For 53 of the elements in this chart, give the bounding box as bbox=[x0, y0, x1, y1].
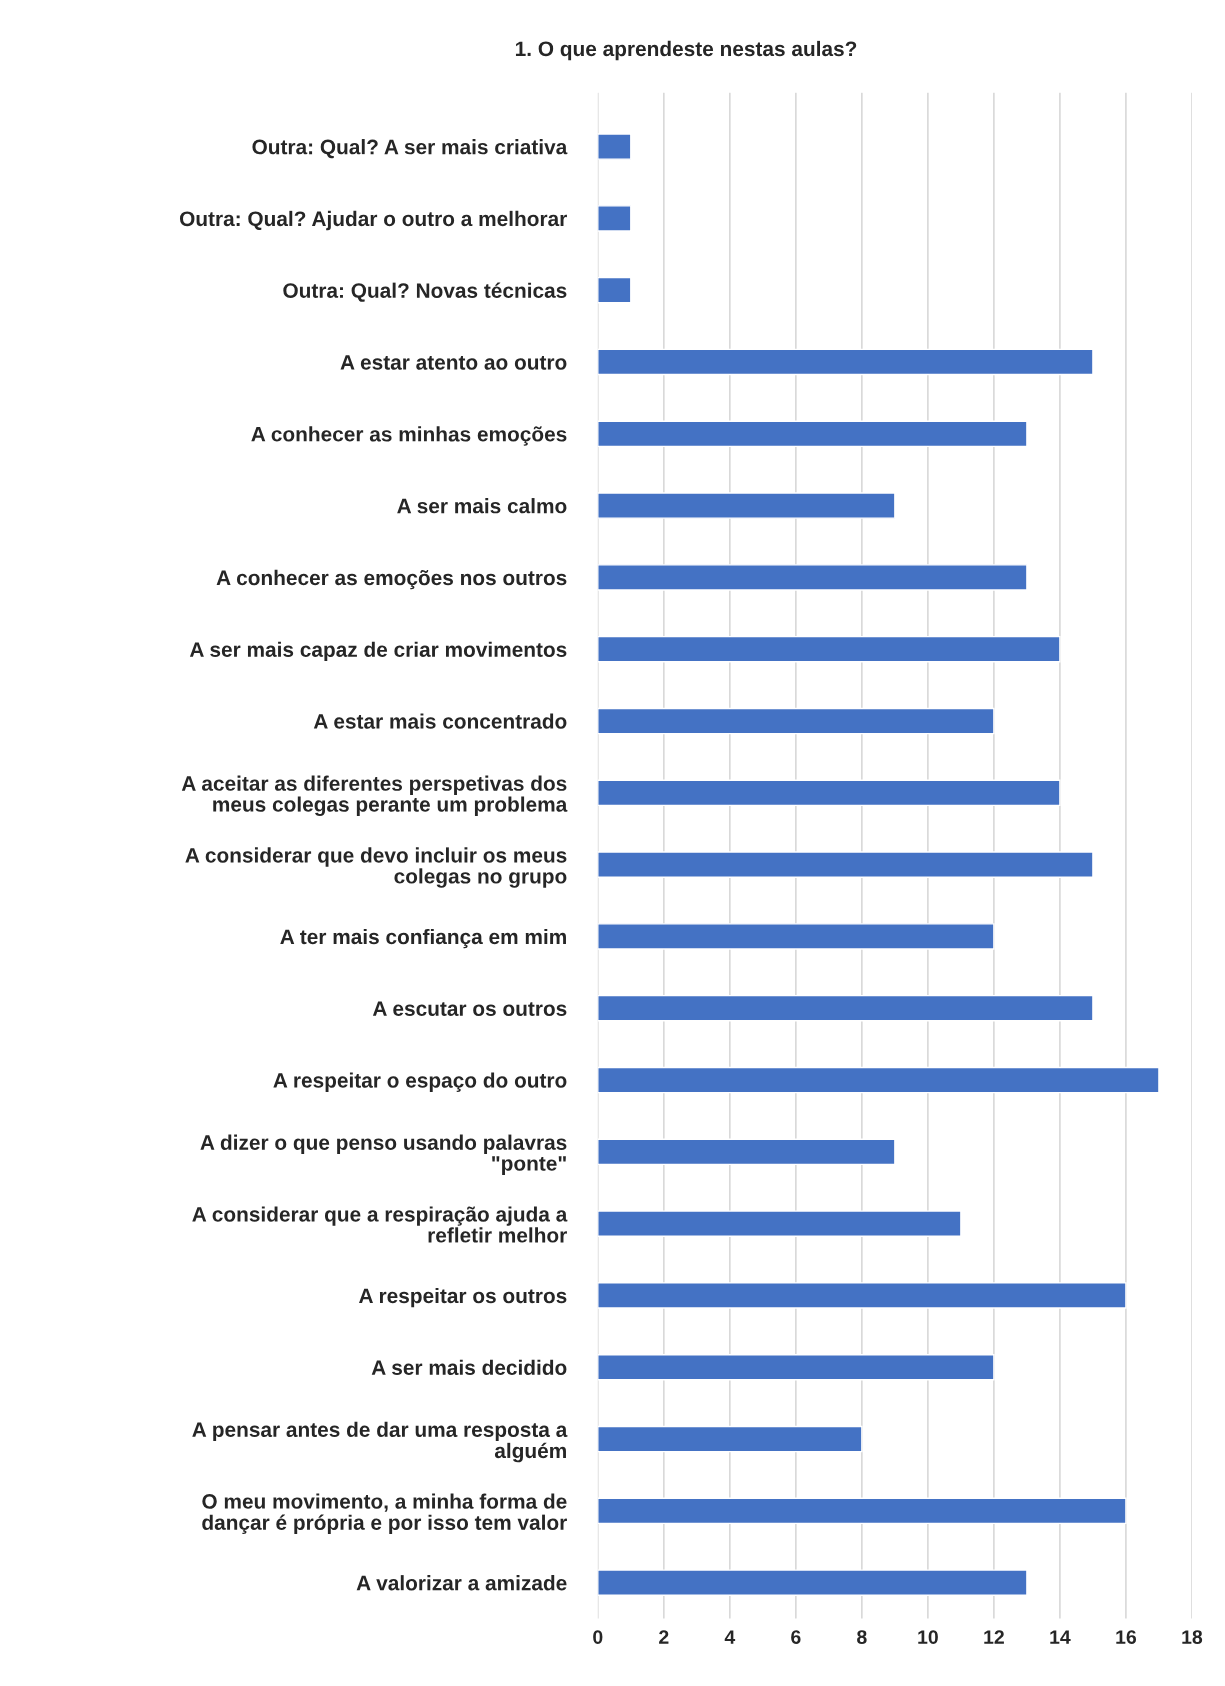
chart-title: 1. O que aprendeste nestas aulas? bbox=[515, 40, 857, 61]
bar bbox=[597, 1138, 896, 1166]
y-tick-label: A escutar os outros bbox=[372, 1001, 567, 1016]
bar bbox=[597, 635, 1061, 663]
bar bbox=[597, 707, 995, 735]
bar bbox=[597, 1353, 995, 1381]
bar bbox=[597, 1066, 1160, 1094]
x-tick-label: 12 bbox=[984, 1630, 1004, 1644]
y-tick-label: A considerar que devo incluir os meus colegas no grupo bbox=[185, 847, 567, 888]
bar bbox=[597, 851, 1094, 878]
y-tick-label: A estar atento ao outro bbox=[340, 355, 567, 370]
x-tick-label: 4 bbox=[724, 1630, 736, 1644]
y-tick-label: A aceitar as diferentes perspetivas dos meus colegas perante um problema bbox=[181, 775, 568, 816]
x-tick-label: 0 bbox=[593, 1630, 603, 1644]
y-tick-label: A ter mais confiança em mim bbox=[280, 928, 566, 949]
y-tick-label: A ser mais decidido bbox=[371, 1359, 567, 1375]
bar bbox=[597, 1210, 962, 1237]
y-tick-label: O meu movimento, a minha forma de dançar é própria e por isso tem valor bbox=[202, 1493, 567, 1535]
y-tick-label: A dizer o que penso usando palavras "ponte" bbox=[200, 1134, 567, 1175]
bar bbox=[597, 923, 995, 950]
y-tick-label: Outra: Qual? Novas técnicas bbox=[283, 282, 567, 302]
bar bbox=[597, 492, 896, 519]
bar bbox=[597, 564, 1028, 591]
bar bbox=[597, 1282, 1127, 1309]
bar bbox=[597, 348, 1094, 376]
y-tick-label: A pensar antes de dar uma resposta a alguém bbox=[192, 1421, 568, 1463]
bar bbox=[597, 276, 632, 304]
y-tick-label: A respeitar o espaço do outro bbox=[273, 1072, 567, 1092]
x-tick-label: 10 bbox=[918, 1630, 938, 1644]
y-tick-label: Outra: Qual? A ser mais criativa bbox=[252, 139, 568, 159]
x-tick-label: 8 bbox=[857, 1630, 867, 1644]
y-tick-label: A estar mais concentrado bbox=[313, 713, 567, 729]
y-tick-label: A valorizar a amizade bbox=[356, 1575, 567, 1591]
bar bbox=[597, 1497, 1127, 1525]
x-tick-label: 14 bbox=[1050, 1630, 1071, 1644]
x-tick-label: 16 bbox=[1116, 1630, 1137, 1644]
x-tick-label: 6 bbox=[791, 1630, 801, 1644]
x-tick-label: 18 bbox=[1182, 1630, 1203, 1644]
bar bbox=[597, 205, 632, 232]
x-tick-label: 2 bbox=[659, 1630, 669, 1644]
y-tick-label: A ser mais calmo bbox=[397, 498, 567, 514]
bar bbox=[597, 1425, 863, 1453]
bar bbox=[597, 779, 1061, 807]
y-tick-label: A ser mais capaz de criar movimentos bbox=[189, 641, 567, 662]
y-tick-label: Outra: Qual? Ajudar o outro a melhorar bbox=[179, 210, 567, 231]
y-tick-label: A considerar que a respiração ajuda a refletir melhor bbox=[192, 1206, 568, 1243]
bar bbox=[597, 1569, 1028, 1596]
bar bbox=[597, 133, 632, 160]
y-tick-label: A respeitar os outros bbox=[359, 1287, 567, 1308]
y-tick-label: A conhecer as minhas emoções bbox=[251, 426, 567, 446]
y-tick-label: A conhecer as emoções nos outros bbox=[216, 569, 567, 590]
bar bbox=[597, 994, 1094, 1022]
bar bbox=[597, 420, 1028, 448]
